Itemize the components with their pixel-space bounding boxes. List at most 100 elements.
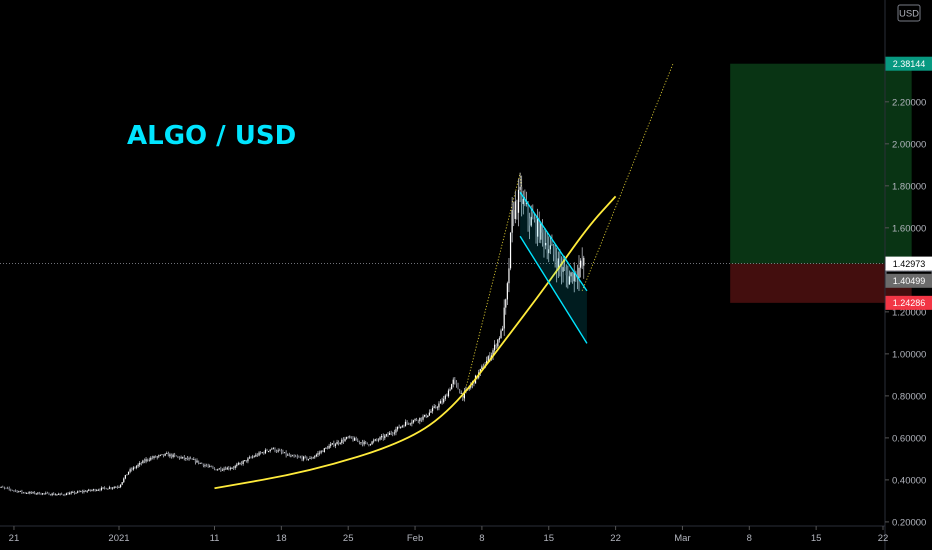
long-position-tool[interactable] xyxy=(730,63,912,303)
candle-body-24 xyxy=(32,492,34,493)
x-tick-label-5: Feb xyxy=(407,533,423,544)
candle-body-305 xyxy=(479,368,481,373)
candle-body-49 xyxy=(72,491,74,493)
candle-body-367 xyxy=(578,267,580,278)
candle-body-51 xyxy=(75,492,77,494)
candle-body-119 xyxy=(183,456,185,459)
candle-body-124 xyxy=(191,458,193,460)
candle-body-220 xyxy=(344,438,346,442)
x-tick-label-7: 15 xyxy=(543,533,554,544)
candle-body-176 xyxy=(274,447,276,452)
candle-body-54 xyxy=(80,491,82,493)
candle-body-236 xyxy=(369,444,372,446)
candle-body-59 xyxy=(88,489,90,491)
guide-line-2[interactable] xyxy=(581,63,674,292)
channel-upper-line[interactable] xyxy=(519,191,588,292)
candle-body-341 xyxy=(537,217,539,237)
candle-body-37 xyxy=(53,493,55,495)
candle-body-332 xyxy=(522,198,524,205)
candle-body-330 xyxy=(519,186,521,190)
candle-body-166 xyxy=(258,452,260,456)
candle-body-287 xyxy=(451,384,453,390)
candle-body-191 xyxy=(298,456,300,458)
candle-body-57 xyxy=(84,491,87,492)
candle-body-203 xyxy=(317,453,319,455)
candle-body-295 xyxy=(463,391,465,399)
y-tick-label-5: 1.20000 xyxy=(892,307,926,318)
candle-body-349 xyxy=(549,245,551,250)
candle-body-148 xyxy=(229,468,232,470)
candle-body-101 xyxy=(155,456,157,458)
guide-line-0[interactable] xyxy=(462,173,521,401)
candle-body-310 xyxy=(487,356,489,361)
pattern-overlays[interactable] xyxy=(214,191,617,490)
candle-body-369 xyxy=(581,260,583,266)
candle-body-208 xyxy=(325,447,327,449)
candle-body-223 xyxy=(349,436,351,438)
candle-body-11 xyxy=(11,489,13,491)
candle-body-314 xyxy=(494,344,496,351)
candle-body-164 xyxy=(255,454,257,457)
candle-body-364 xyxy=(573,271,575,282)
candle-body-215 xyxy=(336,442,338,445)
candle-body-318 xyxy=(500,330,502,339)
candle-body-347 xyxy=(546,242,548,254)
candle-body-139 xyxy=(215,469,217,471)
profit-zone[interactable] xyxy=(730,63,912,264)
candle-body-192 xyxy=(299,457,302,458)
candle-body-112 xyxy=(172,454,174,457)
candle-body-157 xyxy=(244,460,246,462)
candle-body-159 xyxy=(247,458,249,462)
candle-body-206 xyxy=(322,451,324,453)
candle-body-357 xyxy=(562,267,564,272)
current-price-tag-label: 1.42973 xyxy=(893,259,926,269)
candle-body-289 xyxy=(454,379,456,382)
candle-body-174 xyxy=(271,448,273,450)
candle-body-306 xyxy=(481,366,483,369)
candle-body-254 xyxy=(398,426,400,428)
candle-body-115 xyxy=(177,456,179,458)
candle-body-152 xyxy=(236,464,238,466)
candle-body-238 xyxy=(373,440,375,442)
candle-body-34 xyxy=(48,492,50,495)
candle-body-199 xyxy=(310,457,313,459)
candle-body-20 xyxy=(26,493,28,494)
candle-body-155 xyxy=(240,463,243,464)
candle-body-60 xyxy=(89,489,91,491)
candle-body-263 xyxy=(412,420,415,423)
candle-body-173 xyxy=(269,449,271,451)
candle-body-278 xyxy=(436,407,438,409)
candle-body-235 xyxy=(368,444,370,446)
candle-body-248 xyxy=(388,432,391,435)
parabolic-support-curve[interactable] xyxy=(214,195,617,490)
candle-body-33 xyxy=(46,492,48,494)
candle-body-67 xyxy=(100,487,103,490)
currency-badge[interactable]: USD xyxy=(897,4,921,22)
x-tick-label-2: 11 xyxy=(210,533,220,544)
y-tick-label-4: 1.00000 xyxy=(892,349,926,360)
falling-channel-fill[interactable] xyxy=(520,192,587,344)
loss-zone[interactable] xyxy=(730,263,912,303)
x-tick-label-3: 18 xyxy=(276,533,287,544)
channel-lower-line[interactable] xyxy=(519,235,588,344)
candle-body-134 xyxy=(207,465,209,467)
candle-body-69 xyxy=(104,487,106,489)
x-tick-label-11: 15 xyxy=(811,533,822,544)
candle-body-239 xyxy=(374,439,376,441)
candle-body-190 xyxy=(296,456,298,458)
candle-body-163 xyxy=(253,456,255,458)
candle-body-135 xyxy=(209,465,211,467)
candle-body-53 xyxy=(78,491,80,493)
candle-body-80 xyxy=(121,482,123,485)
candle-body-285 xyxy=(447,390,450,397)
candle-body-257 xyxy=(403,425,405,427)
time-axis[interactable]: 21 2021 11 18 25 Feb 8 15 22 Mar 8 15 22 xyxy=(0,525,888,544)
candle-body-344 xyxy=(541,223,543,233)
candle-body-288 xyxy=(452,379,454,385)
candle-body-319 xyxy=(501,328,504,331)
candle-body-89 xyxy=(135,466,138,468)
candle-body-79 xyxy=(119,484,122,488)
candle-body-345 xyxy=(543,232,545,246)
candle-body-317 xyxy=(498,338,501,340)
